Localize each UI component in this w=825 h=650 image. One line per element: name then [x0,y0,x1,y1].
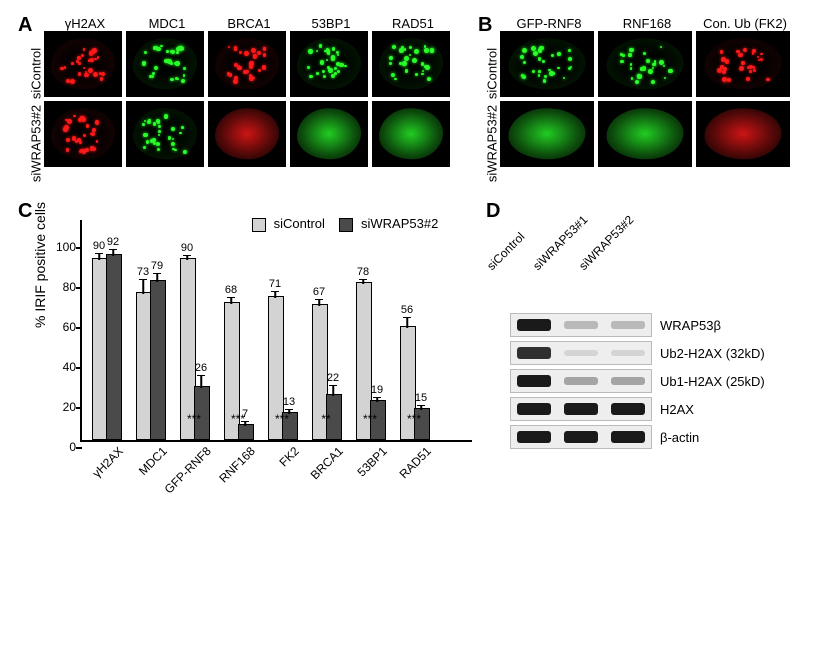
blot-row: H2AX [510,397,810,421]
blot-name: Ub2-H2AX (32kD) [660,346,765,361]
col-label: MDC1 [126,16,208,31]
blot-row: Ub1-H2AX (25kD) [510,369,810,393]
panelD-label: D [486,200,500,223]
blot-band [611,321,645,329]
microscopy-cell [500,101,594,167]
legend-label-light: siControl [274,216,325,231]
blot-band [564,377,598,385]
blot-band [517,347,551,358]
blot-band [564,431,598,443]
col-label: BRCA1 [208,16,290,31]
panelA-grid [44,31,454,167]
panelA: γH2AXMDC1BRCA153BP1RAD51 siControl siWRA… [44,16,454,167]
microscopy-cell [126,31,204,97]
microscopy-cell [44,101,122,167]
blot-band [564,350,598,357]
panelB-grid [500,31,794,167]
blot-row: β-actin [510,425,810,449]
microscopy-cell [598,101,692,167]
blot-band [517,403,551,415]
blot-name: WRAP53β [660,318,721,333]
blot-band [564,321,598,329]
col-label: Con. Ub (FK2) [696,16,794,31]
col-label: RAD51 [372,16,454,31]
blot-band [611,377,645,385]
col-label: 53BP1 [290,16,372,31]
panelC-label: C [18,200,32,223]
panelD: siControlsiWRAP53#1siWRAP53#2 WRAP53βUb2… [510,225,810,453]
microscopy-cell [208,31,286,97]
microscopy-cell [372,101,450,167]
blot-band [611,403,645,415]
legend-swatch-dark [339,218,353,232]
blot-band [611,431,645,443]
microscopy-cell [126,101,204,167]
blot-name: H2AX [660,402,694,417]
blot-name: Ub1-H2AX (25kD) [660,374,765,389]
blot-row: WRAP53β [510,313,810,337]
microscopy-cell [290,31,368,97]
panelC-chart: siControl siWRAP53#2 0204060801009092γH2… [80,220,472,442]
microscopy-cell [500,31,594,97]
panelB-row1: siWRAP53#2 [485,104,500,184]
panelB: GFP-RNF8RNF168Con. Ub (FK2) siControl si… [500,16,794,167]
col-label: γH2AX [44,16,126,31]
col-label: GFP-RNF8 [500,16,598,31]
blot-row: Ub2-H2AX (32kD) [510,341,810,365]
lane-label: siWRAP53#2 [576,231,642,297]
microscopy-cell [290,101,368,167]
blot-name: β-actin [660,430,699,445]
legend-label-dark: siWRAP53#2 [361,216,438,231]
figure: A γH2AXMDC1BRCA153BP1RAD51 siControl siW… [10,10,815,640]
panelA-row0: siControl [29,34,44,114]
col-label: RNF168 [598,16,696,31]
blot-band [564,403,598,415]
blot-band [517,431,551,443]
panelC-legend: siControl siWRAP53#2 [252,216,438,232]
microscopy-cell [372,31,450,97]
panelB-row0: siControl [485,34,500,114]
microscopy-cell [44,31,122,97]
microscopy-cell [208,101,286,167]
blot-band [611,350,645,357]
microscopy-cell [598,31,692,97]
microscopy-cell [696,31,790,97]
blot-band [517,319,551,331]
blot-band [517,375,551,387]
panelC: % IRIF positive cells siControl siWRAP53… [44,210,474,510]
microscopy-cell [696,101,790,167]
panelA-row1: siWRAP53#2 [29,104,44,184]
panelC-ylabel: % IRIF positive cells [32,202,48,328]
legend-swatch-light [252,218,266,232]
